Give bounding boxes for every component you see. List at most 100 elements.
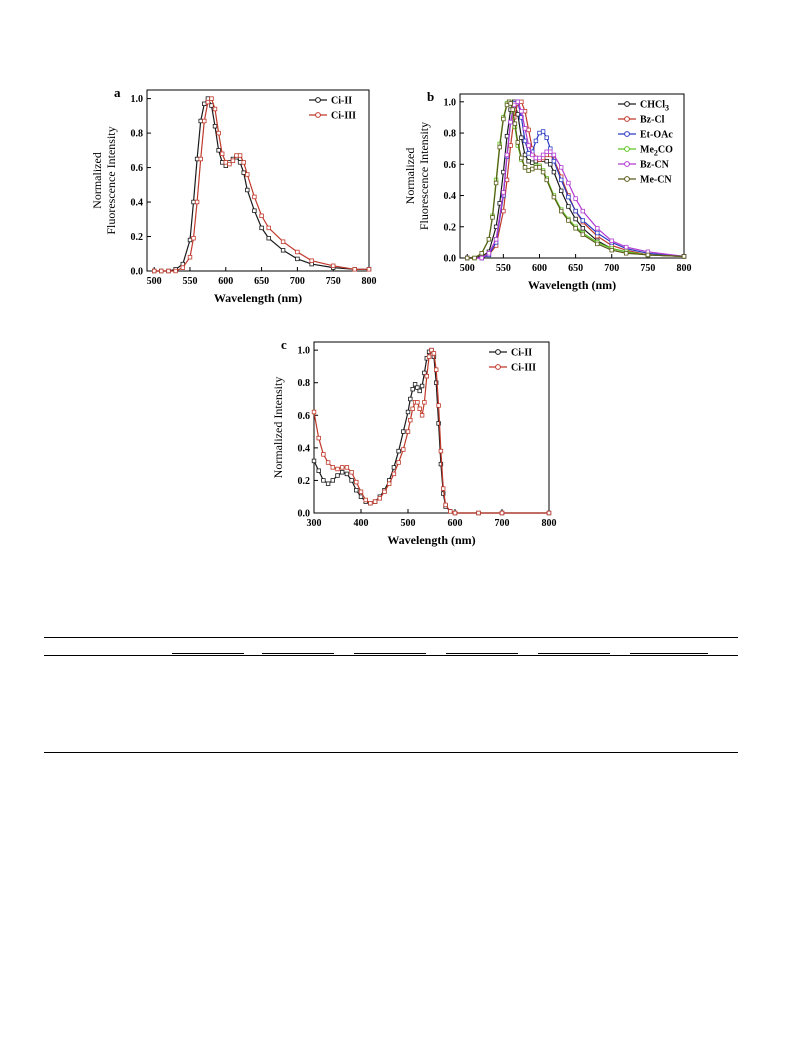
data-point — [352, 267, 357, 272]
data-point — [252, 194, 257, 200]
data-point — [540, 129, 546, 134]
data-point — [382, 489, 387, 494]
data-point — [595, 226, 600, 231]
data-point — [401, 447, 406, 452]
data-point — [295, 256, 300, 262]
legend-entry: Ci-III — [511, 363, 536, 374]
data-point — [212, 124, 218, 129]
data-point — [252, 208, 257, 213]
data-point — [595, 230, 600, 236]
x-tick-label: 600 — [218, 276, 233, 287]
data-point — [295, 249, 300, 255]
data-point — [422, 400, 427, 405]
data-point — [424, 374, 429, 379]
data-point — [510, 107, 515, 112]
series-line — [313, 349, 549, 514]
data-point — [212, 106, 218, 112]
data-point — [558, 165, 564, 170]
legend-marker — [624, 176, 630, 182]
data-point — [448, 509, 453, 514]
data-point — [259, 213, 264, 218]
data-point — [681, 254, 687, 259]
data-point — [433, 367, 439, 372]
data-point — [316, 435, 321, 441]
data-point — [558, 177, 564, 183]
x-tick-label: 700 — [290, 276, 305, 287]
x-tick-label: 550 — [496, 263, 511, 274]
data-point — [537, 130, 542, 136]
data-point — [548, 162, 553, 167]
data-point — [566, 194, 571, 200]
data-point — [573, 196, 578, 201]
data-point — [419, 383, 425, 389]
legend-marker — [495, 364, 501, 370]
y-tick-label: 0.4 — [131, 198, 144, 209]
data-point — [368, 500, 373, 506]
y-tick-label: 0.8 — [444, 129, 457, 140]
data-point — [245, 172, 250, 177]
data-point — [530, 160, 535, 165]
data-point — [438, 448, 444, 454]
data-point — [519, 155, 524, 161]
x-tick-label: 800 — [677, 263, 692, 274]
data-point — [410, 406, 415, 411]
data-point — [452, 510, 458, 516]
legend-entry: Bz-Cl — [640, 115, 665, 126]
data-point — [515, 112, 520, 117]
data-point — [391, 471, 397, 477]
y-axis-label: Fluorescence Intensity — [417, 122, 431, 230]
table-subrule — [538, 653, 610, 654]
data-point — [533, 138, 539, 144]
y-tick-label: 0.8 — [131, 129, 144, 140]
data-point — [566, 218, 571, 223]
data-point — [501, 208, 506, 214]
data-point — [321, 478, 326, 483]
data-point — [493, 180, 499, 186]
data-point — [419, 413, 425, 418]
data-point — [377, 496, 382, 501]
data-point — [501, 116, 506, 122]
legend-entry: Ci-II — [331, 96, 352, 107]
data-point — [504, 177, 510, 183]
data-point — [438, 461, 444, 467]
data-point — [405, 409, 411, 415]
data-point — [551, 159, 557, 164]
data-point — [237, 153, 243, 158]
legend-entry: Me2CO — [640, 145, 673, 158]
data-point — [209, 96, 214, 101]
legend-entry: Ci-III — [331, 111, 356, 122]
data-point — [152, 268, 157, 274]
data-point — [349, 470, 354, 475]
data-point — [476, 510, 481, 516]
series-line — [154, 97, 369, 272]
data-point — [486, 251, 492, 256]
data-point — [530, 166, 535, 172]
data-point — [216, 148, 221, 153]
legend-marker — [624, 101, 630, 107]
data-point — [194, 199, 200, 205]
data-point — [227, 161, 232, 167]
data-point — [198, 118, 203, 124]
data-point — [544, 135, 549, 140]
y-axis-label: Fluorescence Intensity — [104, 126, 118, 234]
data-point — [609, 247, 614, 253]
data-point — [344, 471, 350, 477]
data-point — [209, 103, 214, 108]
data-point — [504, 152, 510, 158]
data-point — [522, 108, 528, 114]
data-point — [366, 267, 372, 272]
data-point — [558, 188, 564, 193]
data-point — [173, 268, 178, 274]
data-point — [309, 258, 314, 263]
data-point — [410, 387, 415, 392]
data-point — [166, 268, 171, 274]
data-point — [519, 135, 524, 140]
x-tick-label: 750 — [326, 276, 341, 287]
x-tick-label: 600 — [532, 263, 547, 274]
data-point — [230, 158, 236, 163]
data-point — [354, 479, 359, 485]
data-point — [519, 99, 524, 104]
data-point — [311, 458, 317, 464]
data-point — [479, 251, 484, 256]
table-subrule — [262, 653, 334, 654]
